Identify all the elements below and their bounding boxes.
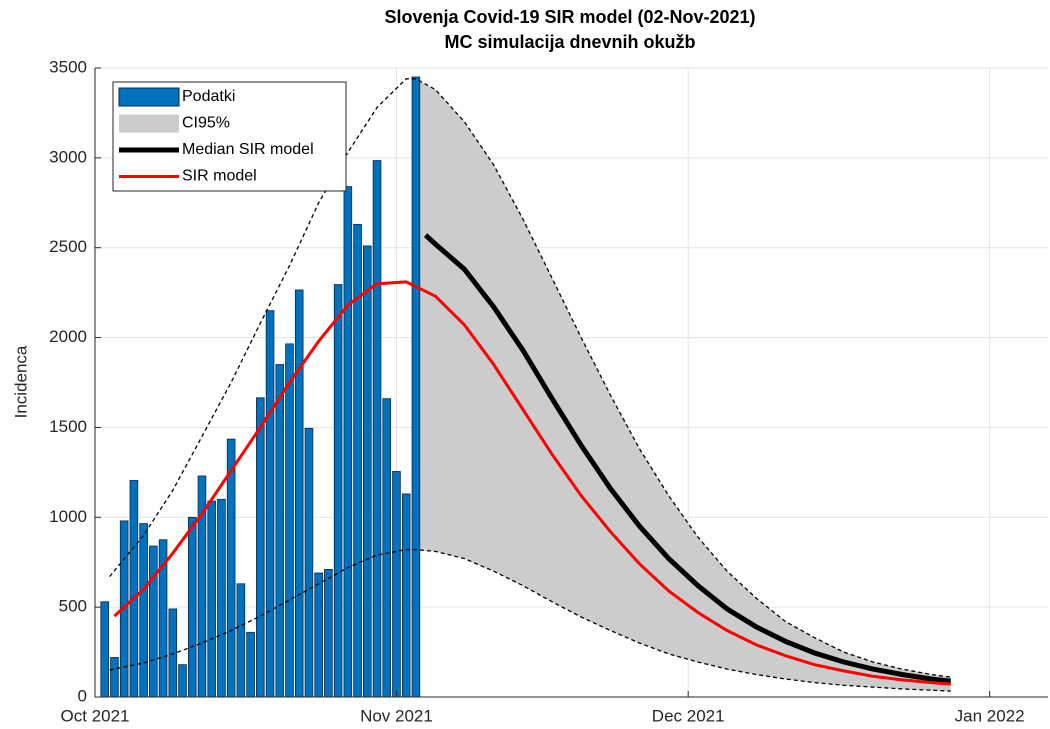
ci-bound bbox=[109, 78, 951, 678]
bar bbox=[372, 160, 382, 698]
bar bbox=[149, 545, 158, 698]
bar bbox=[285, 343, 294, 698]
y-tick-label: 1500 bbox=[49, 417, 87, 436]
chart-subtitle: MC simulacija dnevnih okužb bbox=[444, 32, 695, 52]
bar bbox=[110, 657, 119, 698]
bar bbox=[275, 364, 285, 698]
ci-bound bbox=[109, 548, 951, 692]
legend-label: SIR model bbox=[182, 168, 257, 185]
bar bbox=[343, 186, 353, 698]
legend-label: Podatki bbox=[182, 88, 235, 105]
y-tick-label: 3000 bbox=[49, 147, 87, 166]
x-tick-label: Jan 2022 bbox=[955, 706, 1025, 725]
y-tick-label: 2000 bbox=[49, 327, 87, 346]
legend-swatch bbox=[119, 114, 179, 133]
bar bbox=[139, 523, 148, 698]
bar bbox=[392, 471, 401, 698]
bar bbox=[382, 398, 392, 698]
bar bbox=[401, 493, 411, 698]
ci-band bbox=[415, 78, 951, 692]
bar bbox=[246, 631, 255, 698]
line bbox=[113, 280, 951, 686]
y-tick-label: 500 bbox=[59, 597, 87, 616]
bar bbox=[100, 601, 110, 698]
x-tick-label: Dec 2021 bbox=[652, 706, 725, 725]
y-tick-label: 2500 bbox=[49, 237, 87, 256]
bar bbox=[294, 289, 304, 698]
y-tick-label: 0 bbox=[78, 686, 87, 705]
bar bbox=[265, 310, 275, 698]
y-tick-label: 1000 bbox=[49, 507, 87, 526]
bar bbox=[256, 397, 265, 698]
x-tick-label: Oct 2021 bbox=[61, 706, 130, 725]
bar bbox=[187, 516, 197, 698]
y-axis-label: Incidenca bbox=[11, 345, 30, 418]
bar bbox=[362, 245, 372, 698]
bar bbox=[217, 498, 226, 698]
bar bbox=[333, 284, 343, 698]
bar bbox=[304, 427, 314, 698]
bar bbox=[226, 438, 236, 698]
x-tick-label: Nov 2021 bbox=[360, 706, 433, 725]
legend-label: Median SIR model bbox=[182, 141, 314, 158]
bar bbox=[168, 608, 178, 698]
y-tick-label: 3500 bbox=[49, 57, 87, 76]
chart-title: Slovenja Covid-19 SIR model (02-Nov-2021… bbox=[384, 7, 755, 27]
bar bbox=[411, 76, 421, 698]
bar bbox=[314, 572, 323, 698]
bar bbox=[324, 569, 333, 698]
line bbox=[423, 233, 952, 684]
legend-swatch bbox=[118, 87, 180, 107]
legend-label: CI95% bbox=[182, 115, 230, 132]
bar bbox=[178, 664, 187, 698]
plot-area bbox=[100, 76, 952, 698]
bar bbox=[236, 583, 246, 698]
bar bbox=[207, 500, 216, 698]
